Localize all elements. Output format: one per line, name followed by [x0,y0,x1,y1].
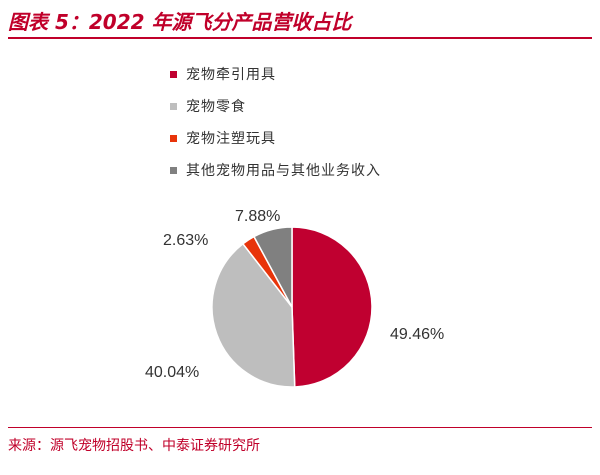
legend-swatch-traction [170,70,177,78]
data-label-toys: 2.63% [163,232,208,249]
legend-item-traction: 宠物牵引用具 [170,58,381,90]
legend-swatch-toys [170,134,177,142]
legend-label-other: 其他宠物用品与其他业务收入 [186,163,381,179]
data-label-other: 7.88% [235,208,280,225]
title-divider [8,37,592,39]
data-label-snacks: 40.04% [145,364,199,381]
legend-label-toys: 宠物注塑玩具 [186,131,276,147]
chart-title: 图表 5：2022 年源飞分产品营收占比 [8,10,352,34]
legend-swatch-snacks [170,102,177,110]
legend-swatch-other [170,166,177,174]
pie-slice-other [252,226,293,308]
pie-slice-traction [291,226,373,388]
data-label-traction: 49.46% [390,326,444,343]
chart-legend: 宠物牵引用具 宠物零食 宠物注塑玩具 其他宠物用品与其他业务收入 [170,58,381,186]
legend-label-traction: 宠物牵引用具 [186,67,276,83]
legend-item-toys: 宠物注塑玩具 [170,122,381,154]
source-divider [8,427,592,428]
legend-item-other: 其他宠物用品与其他业务收入 [170,154,381,186]
legend-label-snacks: 宠物零食 [186,99,246,115]
source-note: 来源：源飞宠物招股书、中泰证券研究所 [8,438,260,454]
pie-slice-snacks [211,242,296,388]
legend-item-snacks: 宠物零食 [170,90,381,122]
